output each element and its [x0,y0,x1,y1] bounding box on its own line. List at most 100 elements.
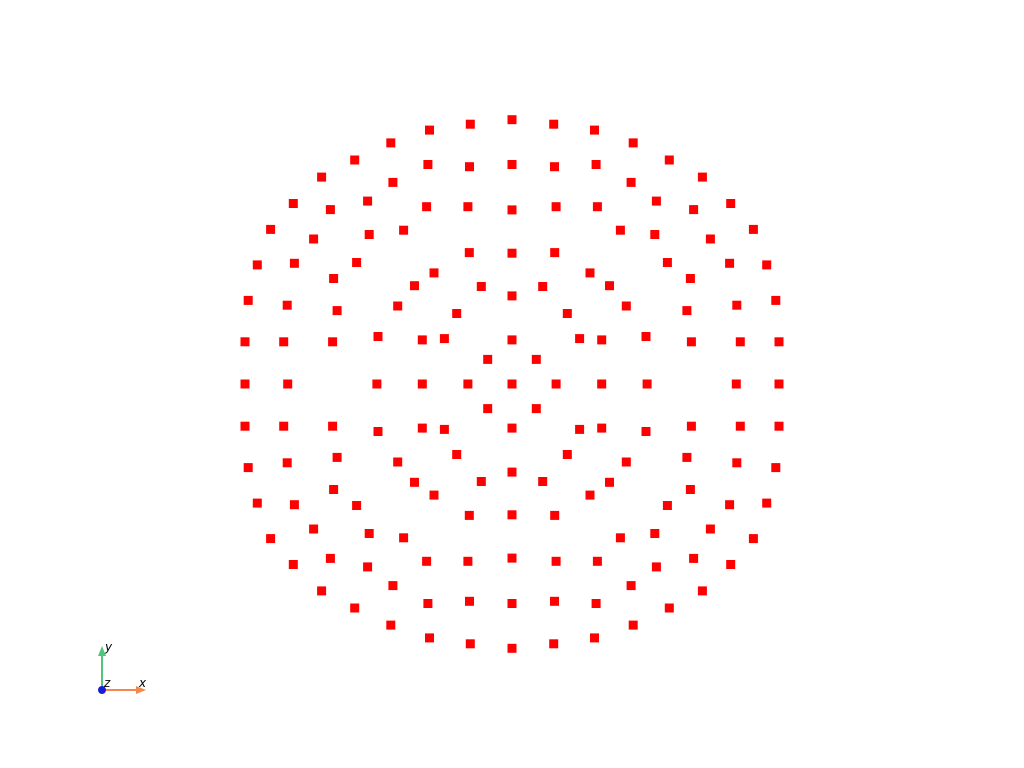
scatter-point [605,477,614,487]
scatter-point [252,260,262,270]
scatter-point [507,379,517,389]
scatter-point [651,196,661,206]
scatter-point [282,300,292,310]
scatter-point [685,485,695,494]
scatter-point [551,556,561,566]
scatter-point [685,274,695,283]
scatter-point [507,335,517,345]
scatter-point [465,639,475,649]
scatter-point [682,452,692,462]
scatter-point [725,500,735,510]
scatter-point [363,196,373,206]
scatter-point [626,581,636,591]
scatter-point [328,337,338,347]
scatter-point [372,379,382,389]
scatter-point [538,282,548,291]
scatter-point [417,379,427,389]
scatter-point [621,301,631,311]
scatter-point [329,274,339,283]
scatter-point [282,458,292,468]
scatter-point [650,230,660,239]
scatter-point [465,162,474,172]
scatter-point [388,177,398,187]
scatter-point [651,562,661,572]
scatter-point [507,248,517,258]
scatter-point [550,596,559,606]
scatter-point [507,291,517,301]
scatter-point [476,477,486,486]
scatter-point [289,258,299,268]
scatter-point [507,423,517,433]
scatter-point [551,202,561,212]
scatter-point [243,295,253,305]
scatter-point [605,281,614,291]
scatter-point [590,633,599,643]
scatter-point [641,332,651,341]
scatter-point [686,421,696,431]
scatter-point [748,534,758,544]
scatter-point [585,490,595,500]
scatter-point [641,427,651,436]
scatter-point [575,334,585,344]
scatter-point [388,581,398,591]
scatter-point [279,421,289,431]
scatter-point [317,586,327,596]
scatter-point [364,230,374,239]
scatter-point [626,177,636,187]
scatter-point [615,225,625,235]
scatter-point [597,335,607,345]
scatter-point [735,421,745,431]
scatter-point [682,306,692,316]
scatter-point [662,258,672,267]
scatter-point [417,335,427,345]
scatter-point [774,379,784,389]
scatter-point [465,596,474,606]
scatter-point [425,125,434,135]
scatter-point [393,301,403,311]
scatter-point [507,115,517,125]
scatter-point [422,556,432,566]
y-axis-arrowhead [98,646,106,656]
scatter-point [507,510,517,520]
scatter-point [288,560,298,569]
x-axis-label: x [138,676,147,690]
scatter-point [399,533,409,543]
scatter-point [628,620,638,630]
scatter-point [464,510,474,520]
scatter-point [549,119,559,129]
scatter-point [591,160,601,169]
scatter-point [429,268,439,278]
scatter-point [735,337,745,347]
scatter-point [309,234,319,244]
scatter-point [429,490,439,500]
scatter-point [439,334,449,344]
scatter-point [317,172,327,182]
scatter-point [465,119,475,129]
scatter-point [591,599,601,608]
scatter-point [309,524,319,534]
scatter-point [628,138,638,148]
scatter-point [350,155,360,165]
scatter-point [562,309,572,318]
scatter-point [531,404,541,414]
scatter-point [452,309,462,318]
scatter-point [410,477,419,487]
scatter-point [592,556,602,566]
scatter-point [550,248,560,258]
scatter-point [725,258,735,268]
scatter-point [621,457,631,467]
scatter-point [697,586,707,596]
scatter-point [732,300,742,310]
scatter-point [386,620,396,630]
scatter-point [439,424,449,434]
scatter-point [575,424,585,434]
scatter-point [592,202,602,212]
scatter-point [507,643,517,653]
scatter-point [748,224,758,234]
scatter-points [240,115,784,653]
scatter-point [240,337,250,347]
scatter-point [615,533,625,543]
scatter-point [686,337,696,347]
scatter-point [664,603,674,613]
